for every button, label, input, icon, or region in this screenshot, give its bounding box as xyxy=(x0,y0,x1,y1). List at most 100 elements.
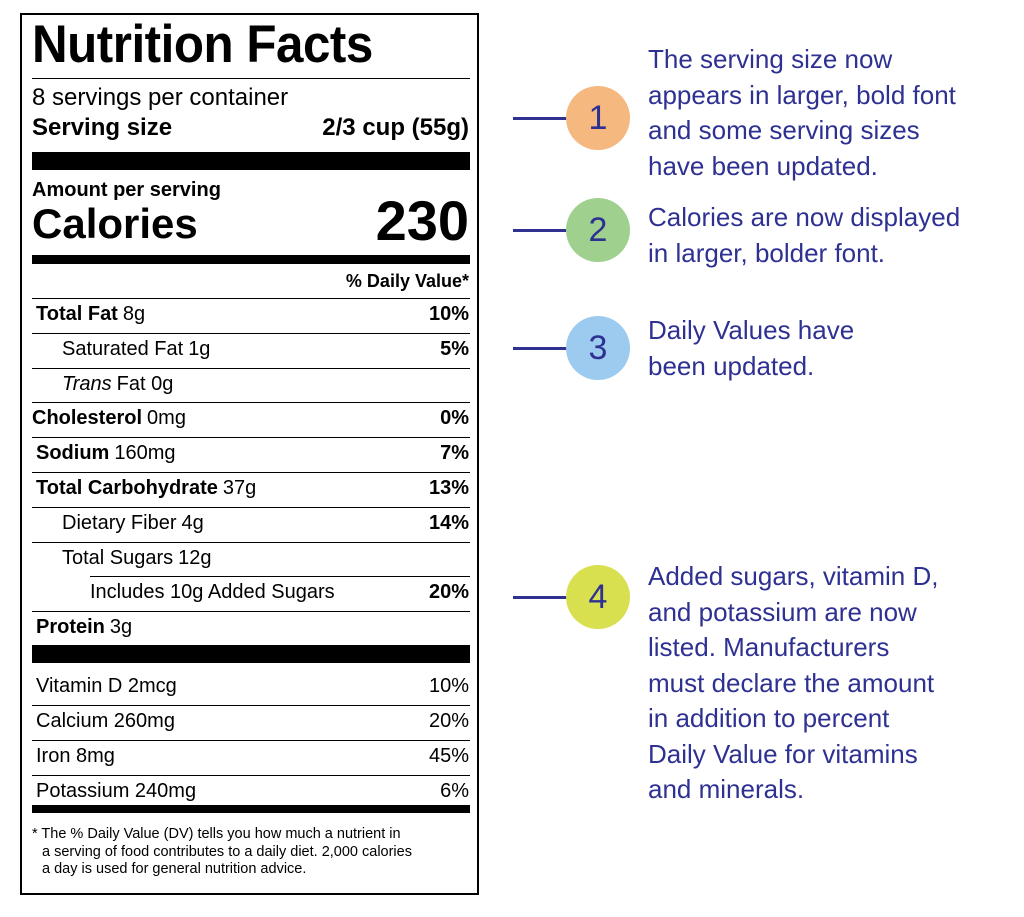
vitamin-name: Calcium 260mg xyxy=(36,710,175,732)
nutrient-row: Dietary Fiber 4g xyxy=(62,512,204,535)
thick-bar xyxy=(32,152,470,170)
nutrient-dv: 14% xyxy=(428,511,469,534)
vitamin-dv: 20% xyxy=(428,710,469,732)
serving-size-value: 2/3 cup (55g) xyxy=(322,114,469,141)
calories-value: 230 xyxy=(375,189,469,252)
nutrient-name: Total Sugars xyxy=(62,546,174,569)
row-rule xyxy=(90,576,470,578)
annotation-line: have been updated. xyxy=(648,150,878,181)
nutrient-dv: 13% xyxy=(428,477,469,499)
footnote: * The % Daily Value (DV) tells you how m… xyxy=(32,826,412,879)
vitamin-name: Vitamin D 2mcg xyxy=(36,675,177,697)
annotation-number: 3 xyxy=(566,316,630,380)
daily-value-header: % Daily Value* xyxy=(345,271,469,291)
nutrient-name: Protein xyxy=(36,616,105,639)
vitamin-name: Iron 8mg xyxy=(36,745,115,767)
row-rule xyxy=(32,298,470,299)
footnote-line: a day is used for general nutrition advi… xyxy=(42,861,307,877)
nutrient-amount: 4g xyxy=(181,511,204,534)
vitamin-dv: 45% xyxy=(428,745,469,767)
nutrient-name: Cholesterol xyxy=(32,407,143,430)
vitamin-dv: 10% xyxy=(428,675,469,697)
nutrient-name: Total Carbohydrate xyxy=(36,477,218,499)
annotation-line: and minerals. xyxy=(648,774,805,804)
annotation-line: in larger, bolder font. xyxy=(648,237,886,268)
leader-line xyxy=(513,596,569,599)
nutrient-name: Sodium xyxy=(36,442,110,465)
nutrient-amount: 0mg xyxy=(147,407,186,430)
nutrient-amount: 3g xyxy=(109,616,133,639)
nutrient-amount: 1g xyxy=(188,337,211,360)
nutrient-dv: 7% xyxy=(440,442,469,465)
annotation-line: The serving size now xyxy=(648,44,893,74)
row-rule xyxy=(32,332,470,334)
servings: 8 servings per container xyxy=(32,84,289,111)
nutrient-amount: 12g xyxy=(178,546,212,569)
medium-bar xyxy=(32,805,470,813)
thick-bar xyxy=(32,645,470,663)
nutrient-amount: Fat 0g xyxy=(116,372,174,395)
leader-line xyxy=(513,347,569,350)
row-rule xyxy=(32,506,470,508)
row-rule xyxy=(32,437,470,439)
row-rule xyxy=(32,472,470,473)
annotation-line: and some serving sizes xyxy=(648,115,920,145)
vitamin-dv: 6% xyxy=(440,780,469,802)
divider xyxy=(32,78,470,79)
annotation-text: Added sugars, vitamin D, and potassium ar… xyxy=(648,559,938,808)
nutrient-name: Total Fat xyxy=(36,303,118,325)
annotation-line: Calories are now displayed xyxy=(648,202,961,232)
annotation-line: in addition to percent xyxy=(648,703,890,733)
row-rule xyxy=(32,775,470,776)
nutrient-dv: 0% xyxy=(440,407,469,430)
annotation-number: 1 xyxy=(566,86,630,150)
row-rule xyxy=(32,541,470,543)
annotation-line: and potassium are now xyxy=(648,596,917,627)
annotation-line: Daily Values have xyxy=(648,315,855,345)
leader-line xyxy=(513,229,569,232)
nutrient-row: Protein 3g xyxy=(36,616,132,639)
annotation-line: been updated. xyxy=(648,350,815,381)
footnote-line: * The % Daily Value (DV) tells you how m… xyxy=(32,826,401,842)
nutrient-row: Saturated Fat 1g xyxy=(62,338,210,361)
row-rule xyxy=(32,611,470,613)
nutrient-row: Total Fat 8g xyxy=(36,303,145,326)
nutrient-row: Total Sugars 12g xyxy=(62,547,212,570)
nutrient-row: Cholesterol 0mg xyxy=(32,407,186,430)
annotation-line: must declare the amount xyxy=(648,667,935,698)
amount-per-serving: Amount per serving xyxy=(32,179,221,201)
nutrient-name: Dietary Fiber xyxy=(62,511,177,534)
nutrient-dv: 10% xyxy=(428,303,469,325)
serving-size-label: Serving size xyxy=(32,114,173,141)
annotation-text: Daily Values have been updated. xyxy=(648,313,854,384)
nutrient-dv: 20% xyxy=(428,581,469,604)
nutrient-dv: 5% xyxy=(440,337,469,360)
row-rule xyxy=(32,402,470,404)
nutrient-row: Sodium 160mg xyxy=(36,442,176,465)
annotation-text: The serving size now appears in larger, b… xyxy=(648,42,956,184)
row-rule xyxy=(32,705,470,706)
nutrient-amount: 8g xyxy=(122,303,146,325)
annotation-text: Calories are now displayed in larger, bol… xyxy=(648,200,960,271)
annotation-line: appears in larger, bold font xyxy=(648,79,956,110)
vitamin-name: Potassium 240mg xyxy=(36,780,197,802)
row-rule xyxy=(32,740,470,741)
row-rule xyxy=(32,367,470,369)
nutrient-name: Trans xyxy=(62,372,112,395)
medium-bar xyxy=(32,255,470,264)
nutrient-row: Trans Fat 0g xyxy=(62,373,173,396)
footnote-line: a serving of food contributes to a daily… xyxy=(42,843,412,860)
leader-line xyxy=(513,117,569,120)
nutrient-row: Includes 10g Added Sugars xyxy=(90,581,335,604)
annotation-number: 4 xyxy=(566,565,630,629)
nutrient-row: Total Carbohydrate 37g xyxy=(36,477,256,500)
calories-label: Calories xyxy=(32,200,198,247)
nutrient-amount: 160mg xyxy=(114,442,176,465)
annotation-line: Daily Value for vitamins xyxy=(648,738,918,769)
label-title: Nutrition Facts xyxy=(32,15,373,74)
nutrient-name: Includes 10g Added Sugars xyxy=(90,581,335,604)
nutrient-name: Saturated Fat xyxy=(62,337,184,360)
nutrient-amount: 37g xyxy=(222,477,257,499)
annotation-line: listed. Manufacturers xyxy=(648,632,890,662)
